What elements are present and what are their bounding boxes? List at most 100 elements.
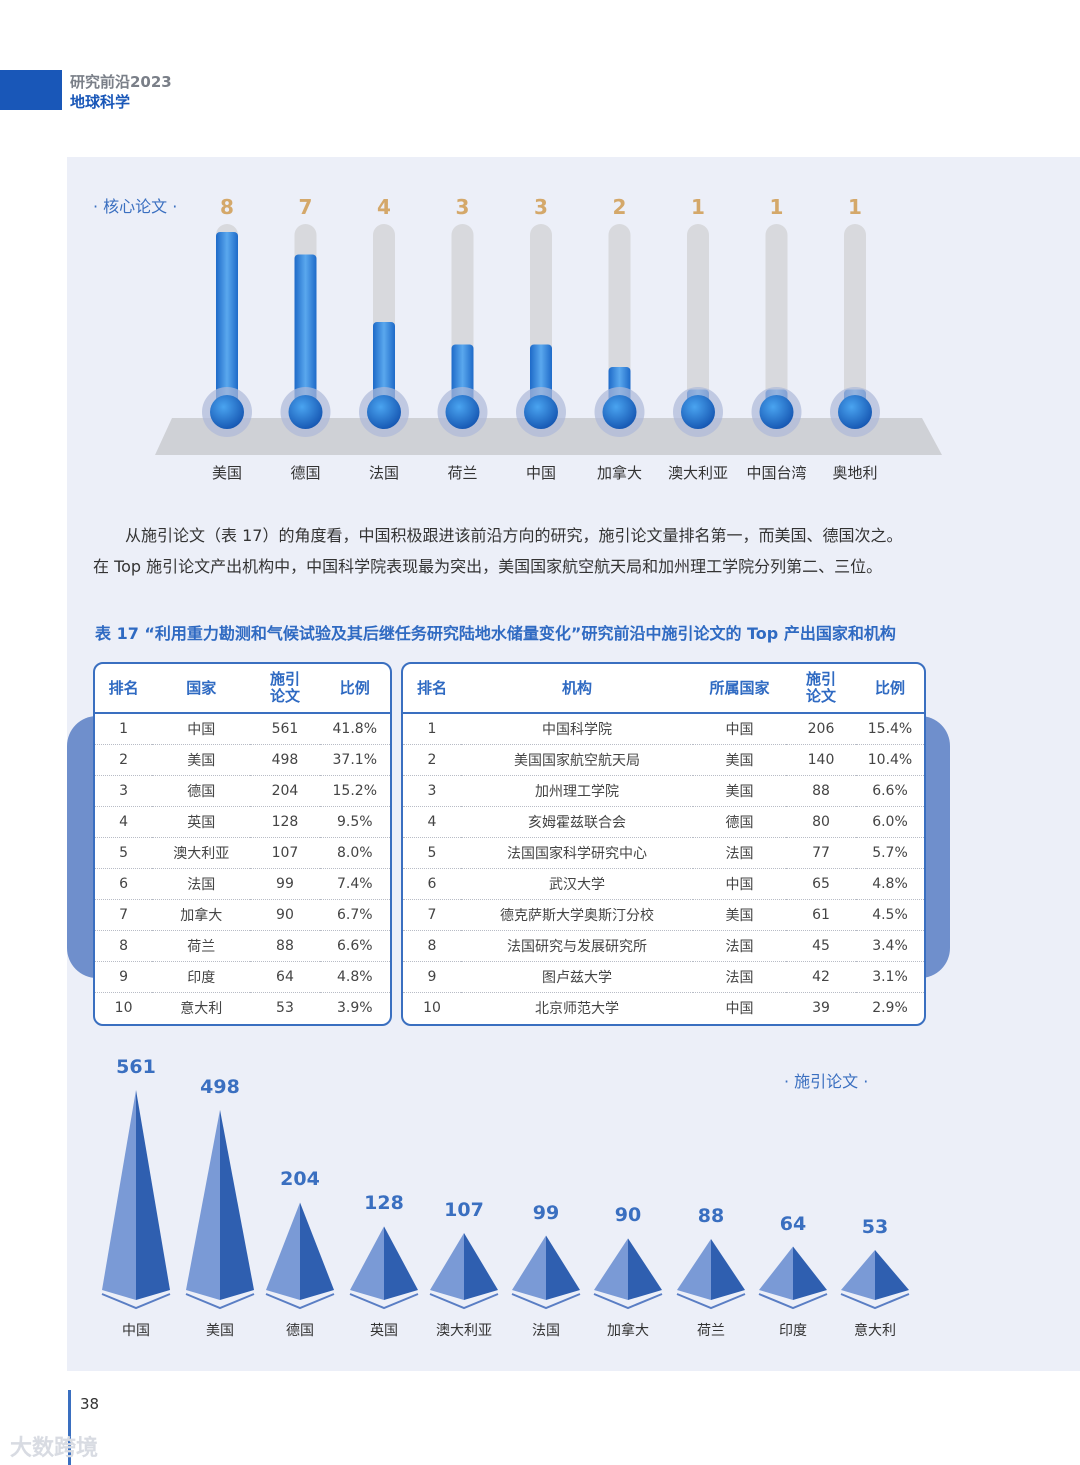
thermometer-bar bbox=[294, 254, 317, 412]
table-cell: 10 bbox=[114, 1000, 133, 1016]
table-cell: 7.4% bbox=[319, 868, 390, 900]
table-cell: 2 bbox=[95, 744, 153, 776]
citing-category-label: 德国 bbox=[286, 1323, 314, 1339]
table-row: 5 澳大利亚 107 8.0% bbox=[95, 837, 390, 869]
core-value-label: 3 bbox=[534, 195, 548, 219]
table-cell: 6.6% bbox=[856, 775, 924, 807]
thermometer-bulb bbox=[367, 395, 401, 429]
thermometer-bulb bbox=[210, 395, 244, 429]
citing-category-label: 法国 bbox=[532, 1323, 560, 1339]
thermometer-track bbox=[608, 224, 631, 412]
core-value-label: 4 bbox=[377, 195, 391, 219]
table-cell: 美国 bbox=[693, 744, 786, 776]
table-cell: 42 bbox=[786, 961, 856, 993]
table-cell: 印度 bbox=[152, 961, 251, 993]
table-cell: 美国 bbox=[152, 744, 251, 776]
core-value-label: 2 bbox=[612, 195, 627, 219]
thermometer-bulb bbox=[524, 395, 558, 429]
table-cell: 41.8% bbox=[319, 713, 390, 745]
table-cell: 2.9% bbox=[872, 1000, 908, 1016]
core-category-label: 美国 bbox=[211, 464, 242, 482]
core-papers-chart bbox=[155, 224, 942, 455]
table-cell: 中国 bbox=[152, 713, 251, 745]
citing-category-label: 加拿大 bbox=[607, 1323, 649, 1339]
table-cell: 英国 bbox=[152, 806, 251, 838]
table-cell: 53 bbox=[276, 1000, 294, 1016]
citing-value-label: 53 bbox=[861, 1216, 889, 1238]
table-cell: 意大利 bbox=[180, 1001, 223, 1017]
country-table: 排名 国家 施引 论文 比例 1 中国 561 41.8% 2 美国 498 37.1% 3 德国 2… bbox=[93, 662, 392, 1026]
table-cell: 561 bbox=[250, 713, 320, 745]
table-cell: 5 bbox=[403, 837, 461, 869]
table-cell: 8.0% bbox=[319, 837, 390, 869]
thermometer-bulb bbox=[445, 395, 480, 429]
table-row: 5 法国国家科学研究中心 法国 77 5.7% bbox=[403, 837, 924, 869]
table-row: 2 美国 498 37.1% bbox=[95, 744, 390, 776]
citing-value-label: 498 bbox=[200, 1075, 240, 1098]
table-cell: 88 bbox=[786, 775, 856, 807]
table-cell: 美国国家航空航天局 bbox=[461, 744, 693, 776]
table-caption: 表 17 “利用重力勘测和气候试验及其后继任务研究陆地水储量变化”研究前沿中施引… bbox=[95, 624, 896, 643]
table-cell: 中国科学院 bbox=[461, 713, 693, 745]
table-cell: 10 bbox=[423, 1000, 441, 1016]
citing-value-label: 90 bbox=[614, 1204, 642, 1227]
table-cell: 德国 bbox=[152, 775, 251, 807]
table-cell: 7 bbox=[403, 899, 461, 931]
citing-value-label: 128 bbox=[364, 1192, 404, 1215]
core-chart-legend: · 核心论文 · bbox=[93, 197, 178, 216]
core-category-label: 荷兰 bbox=[447, 464, 478, 482]
table-cell: 15.4% bbox=[856, 713, 924, 745]
table-cell: 6.0% bbox=[856, 806, 924, 838]
table-cell: 9.5% bbox=[319, 806, 390, 838]
table-cell: 3.1% bbox=[856, 961, 924, 993]
col-ratio: 比例 bbox=[319, 664, 390, 714]
citing-value-label: 64 bbox=[779, 1212, 807, 1235]
core-value-label: 1 bbox=[848, 195, 862, 219]
core-value-label: 7 bbox=[298, 195, 313, 219]
table-row: 10 北京师范大学 中国 39 2.9% bbox=[403, 993, 924, 1024]
table-row: 4 亥姆霍兹联合会 德国 80 6.0% bbox=[403, 806, 924, 838]
table-cell: 澳大利亚 bbox=[152, 837, 251, 869]
table-row: 3 加州理工学院 美国 88 6.6% bbox=[403, 775, 924, 807]
col-citing-papers: 施引 论文 bbox=[250, 664, 320, 714]
table-cell: 80 bbox=[786, 806, 856, 838]
core-value-label: 1 bbox=[691, 195, 705, 219]
thermometer-bulb bbox=[759, 395, 794, 429]
table-cell: 77 bbox=[786, 837, 856, 869]
table-cell: 140 bbox=[786, 744, 856, 776]
institution-table: 排名 机构 所属国家 施引 论文 比例 1 中国科学院 中国 206 15.4% 2 美国国家… bbox=[401, 662, 926, 1026]
core-value-label: 3 bbox=[455, 195, 470, 219]
citing-category-label: 荷兰 bbox=[697, 1323, 725, 1339]
table-cell: 107 bbox=[250, 837, 320, 869]
table-row: 2 美国国家航空航天局 美国 140 10.4% bbox=[403, 744, 924, 776]
citing-value-label: 561 bbox=[116, 1056, 156, 1078]
table-cell: 2 bbox=[403, 744, 461, 776]
table-cell: 亥姆霍兹联合会 bbox=[461, 806, 693, 838]
table-row: 3 德国 204 15.2% bbox=[95, 775, 390, 807]
table-cell: 法国 bbox=[693, 961, 786, 993]
table-cell: 1 bbox=[95, 713, 153, 745]
core-value-label: 1 bbox=[769, 195, 784, 219]
table-cell: 37.1% bbox=[319, 744, 390, 776]
table-cell: 4.5% bbox=[856, 899, 924, 931]
thermometer-bulb bbox=[602, 395, 637, 429]
header-report-title: 研究前沿2023 bbox=[70, 73, 172, 91]
core-category-label: 加拿大 bbox=[596, 464, 642, 482]
citing-chart-legend: · 施引论文 · bbox=[784, 1072, 869, 1091]
thermometer-track bbox=[687, 224, 709, 412]
table-row: 7 加拿大 90 6.7% bbox=[95, 899, 390, 931]
citing-category-label: 中国 bbox=[122, 1323, 150, 1339]
body-paragraph-line2: 在 Top 施引论文产出机构中，中国科学院表现最为突出，美国国家航空航天局和加州… bbox=[93, 557, 883, 576]
col-country: 国家 bbox=[152, 664, 251, 714]
watermark: 大数跨境 bbox=[10, 1436, 99, 1461]
citing-category-label: 美国 bbox=[206, 1323, 234, 1339]
table-row: 8 荷兰 88 6.6% bbox=[95, 930, 390, 962]
table-cell: 6 bbox=[95, 868, 153, 900]
table-cell: 图卢兹大学 bbox=[461, 961, 693, 993]
thermometer-bar bbox=[216, 232, 238, 412]
table-row: 6 法国 99 7.4% bbox=[95, 868, 390, 900]
table-cell: 64 bbox=[250, 961, 320, 993]
core-category-label: 中国 bbox=[525, 464, 556, 482]
citing-value-label: 107 bbox=[444, 1198, 484, 1221]
table-cell: 8 bbox=[403, 930, 461, 962]
